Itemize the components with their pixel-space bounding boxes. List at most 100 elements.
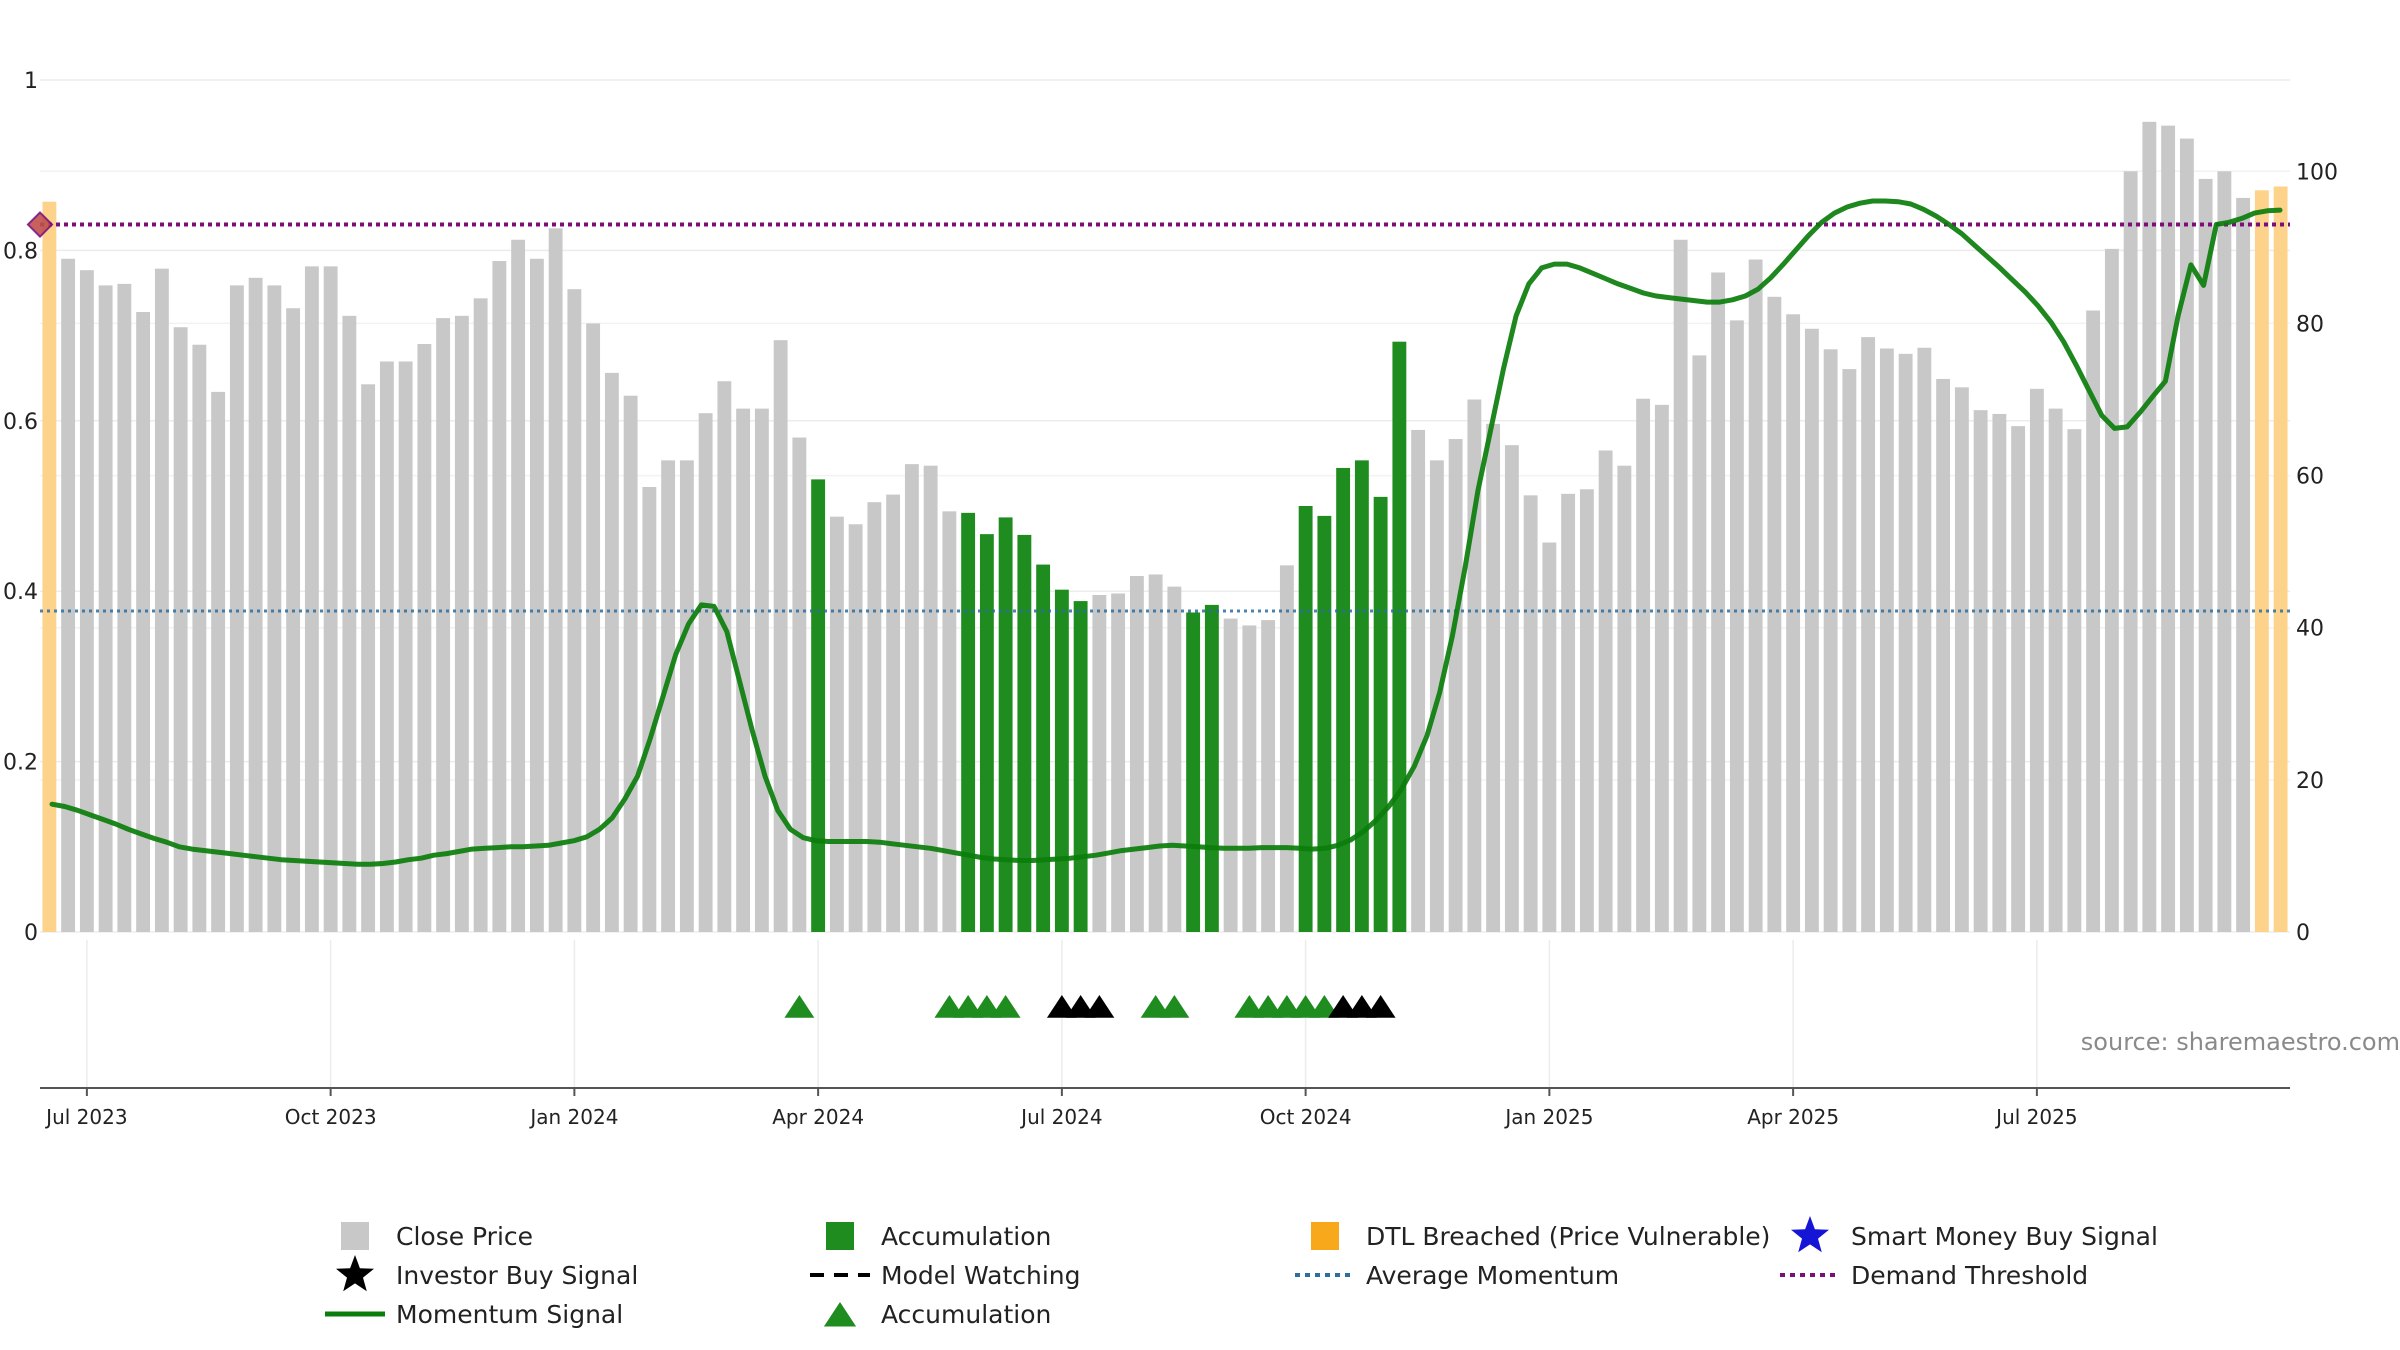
legend-label: Demand Threshold [1851,1261,2088,1290]
close-price-bar [623,395,638,933]
right-axis-tick-label: 100 [2296,160,2338,185]
close-price-bar [1167,586,1182,932]
close-price-bar [1242,625,1257,932]
close-price-bar [1223,618,1238,932]
source-note: source: sharemaestro.com [2081,1028,2400,1056]
close-price-bar [1411,429,1426,932]
close-price-bar [267,285,282,933]
left-axis-tick-label: 0.6 [3,410,38,435]
legend-label: Average Momentum [1366,1261,1619,1290]
close-price-bar [792,437,807,932]
close-price-bar [848,524,863,932]
close-price-bar [923,465,938,932]
legend-label: Close Price [396,1222,533,1251]
close-price-bar [511,239,526,932]
right-axis-tick-label: 20 [2296,769,2324,794]
x-axis-tick-label: Jul 2025 [1994,1105,2077,1129]
close-price-bar [2161,125,2176,932]
right-axis-tick-label: 60 [2296,465,2324,490]
close-price-bar [1542,542,1557,932]
close-price-bar [1748,259,1763,932]
close-price-bar [2217,171,2232,933]
legend-star-icon [1791,1216,1829,1253]
close-price-bar [436,318,451,932]
signal-lines [26,198,2290,867]
close-price-bar [1879,348,1894,933]
dtl-breached-bar [2273,186,2288,932]
close-price-bar [904,464,919,932]
close-price-bar [361,384,376,932]
accumulation-marker [1271,995,1302,1018]
close-price-bar [2179,138,2194,932]
close-price-bar [1654,404,1669,932]
legend-label: Investor Buy Signal [396,1261,638,1290]
legend-item: Momentum Signal [325,1300,623,1329]
investor-buy-signal-marker [1046,995,1077,1018]
gridlines [40,79,2290,1088]
close-price-bar [1954,387,1969,932]
legend-item: Average Momentum [1295,1261,1619,1290]
legend-item: Accumulation [823,1300,1051,1329]
close-price-bar [417,343,432,932]
close-price-bar [192,344,207,932]
close-price-bar [642,486,657,932]
close-price-bar [1148,574,1163,932]
left-axis-tick-label: 1 [24,69,38,94]
close-price-bar [379,361,394,932]
momentum-signal-line [49,198,2283,867]
close-price-bar [698,413,713,932]
close-price-bar [867,502,882,932]
accumulation-marker [934,995,965,1018]
close-price-bar [1636,398,1651,933]
accumulation-bar [1317,515,1332,932]
legend-item: Smart Money Buy Signal [1791,1216,2158,1253]
left-axis-tick-label: 0.2 [3,751,38,776]
close-price-bar [2048,408,2063,933]
close-price-bar [1261,620,1276,932]
close-price-bar [304,266,319,932]
close-price-bar [1804,328,1819,933]
close-price-bar [473,298,488,932]
accumulation-bar [1204,604,1219,932]
close-price-bar [1936,378,1951,933]
close-price-bar [829,516,844,932]
axes: 0 0.2 0.4 0.6 0.8 1 0 20 40 60 80 100 Jul 2023 Oct 20… [3,69,2338,1129]
close-price-bar [1692,355,1707,933]
dtl-breached-bar [2254,190,2269,932]
accumulation-marker [971,995,1002,1018]
close-price-bar [286,308,301,932]
legend-item: Accumulation [826,1222,1051,1251]
close-price-bar [1111,593,1126,932]
accumulation-bar [1373,496,1388,932]
accumulation-marker [784,995,815,1018]
close-price-bar [342,315,357,933]
x-axis-tick-label: Jan 2025 [1503,1105,1593,1129]
accumulation-marker [1309,995,1340,1018]
close-price-bar [1561,493,1576,932]
close-price-bar [2011,426,2026,932]
x-axis-tick-label: Apr 2025 [1747,1105,1839,1129]
accumulation-bar [1017,534,1032,932]
close-price-bar [117,283,132,932]
close-price-bar [154,268,169,933]
legend: Close Price Accumulation DTL Breached (Pri… [325,1216,2158,1329]
legend-label: Accumulation [881,1300,1051,1329]
close-price-bar [2104,248,2119,933]
dtl-breached-bar [42,201,57,932]
legend-item: Close Price [341,1222,533,1251]
investor-buy-signal-marker [1065,995,1096,1018]
close-price-bar [1711,272,1726,933]
close-price-bar [2067,429,2082,932]
close-price-bar [98,285,113,933]
close-price-bar [717,381,732,932]
legend-star-icon [336,1255,374,1292]
accumulation-marker [1290,995,1321,1018]
close-price-bar [211,391,226,933]
close-price-bar [1917,347,1932,932]
close-price-bar [2142,121,2157,932]
accumulation-bar [1036,564,1051,932]
close-price-bar [1598,450,1613,932]
close-price-bar [1523,495,1538,932]
legend-triangle-icon [823,1302,857,1327]
